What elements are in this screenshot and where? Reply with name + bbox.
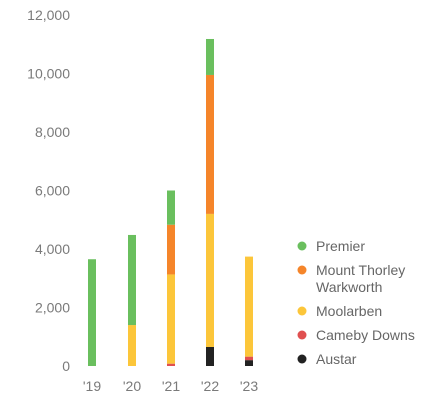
legend-label: Mount Thorley bbox=[316, 262, 405, 278]
y-tick-label: 0 bbox=[62, 358, 70, 374]
bar-segment bbox=[128, 325, 136, 366]
legend-marker bbox=[298, 266, 307, 275]
bar-segment bbox=[206, 75, 214, 214]
bar-segment bbox=[167, 225, 175, 275]
bar-segment bbox=[167, 191, 175, 225]
bar-segment bbox=[206, 39, 214, 75]
bar-segment bbox=[128, 235, 136, 325]
bar-segment bbox=[167, 274, 175, 363]
y-tick-label: 6,000 bbox=[35, 183, 70, 199]
legend-label: Moolarben bbox=[316, 303, 382, 319]
y-tick-label: 8,000 bbox=[35, 124, 70, 140]
legend-label: Cameby Downs bbox=[316, 327, 415, 343]
legend-marker bbox=[298, 242, 307, 251]
y-tick-label: 2,000 bbox=[35, 300, 70, 316]
y-tick-label: 12,000 bbox=[27, 7, 70, 23]
bar-segment bbox=[206, 214, 214, 347]
y-tick-label: 10,000 bbox=[27, 66, 70, 82]
bar-segment bbox=[245, 357, 253, 361]
x-tick-label: '23 bbox=[240, 378, 258, 394]
x-tick-label: '22 bbox=[201, 378, 219, 394]
legend-label: Austar bbox=[316, 351, 357, 367]
bar-segment bbox=[245, 257, 253, 357]
bar-segment bbox=[206, 347, 214, 366]
legend-marker bbox=[298, 307, 307, 316]
bar-segment bbox=[167, 364, 175, 366]
x-tick-label: '21 bbox=[162, 378, 180, 394]
legend-label: Premier bbox=[316, 238, 365, 254]
x-tick-label: '19 bbox=[83, 378, 101, 394]
legend-marker bbox=[298, 331, 307, 340]
bar-segment bbox=[245, 360, 253, 366]
x-tick-label: '20 bbox=[123, 378, 141, 394]
bar-segment bbox=[88, 259, 96, 366]
y-tick-label: 4,000 bbox=[35, 241, 70, 257]
legend-marker bbox=[298, 355, 307, 364]
legend-label: Warkworth bbox=[316, 279, 382, 295]
